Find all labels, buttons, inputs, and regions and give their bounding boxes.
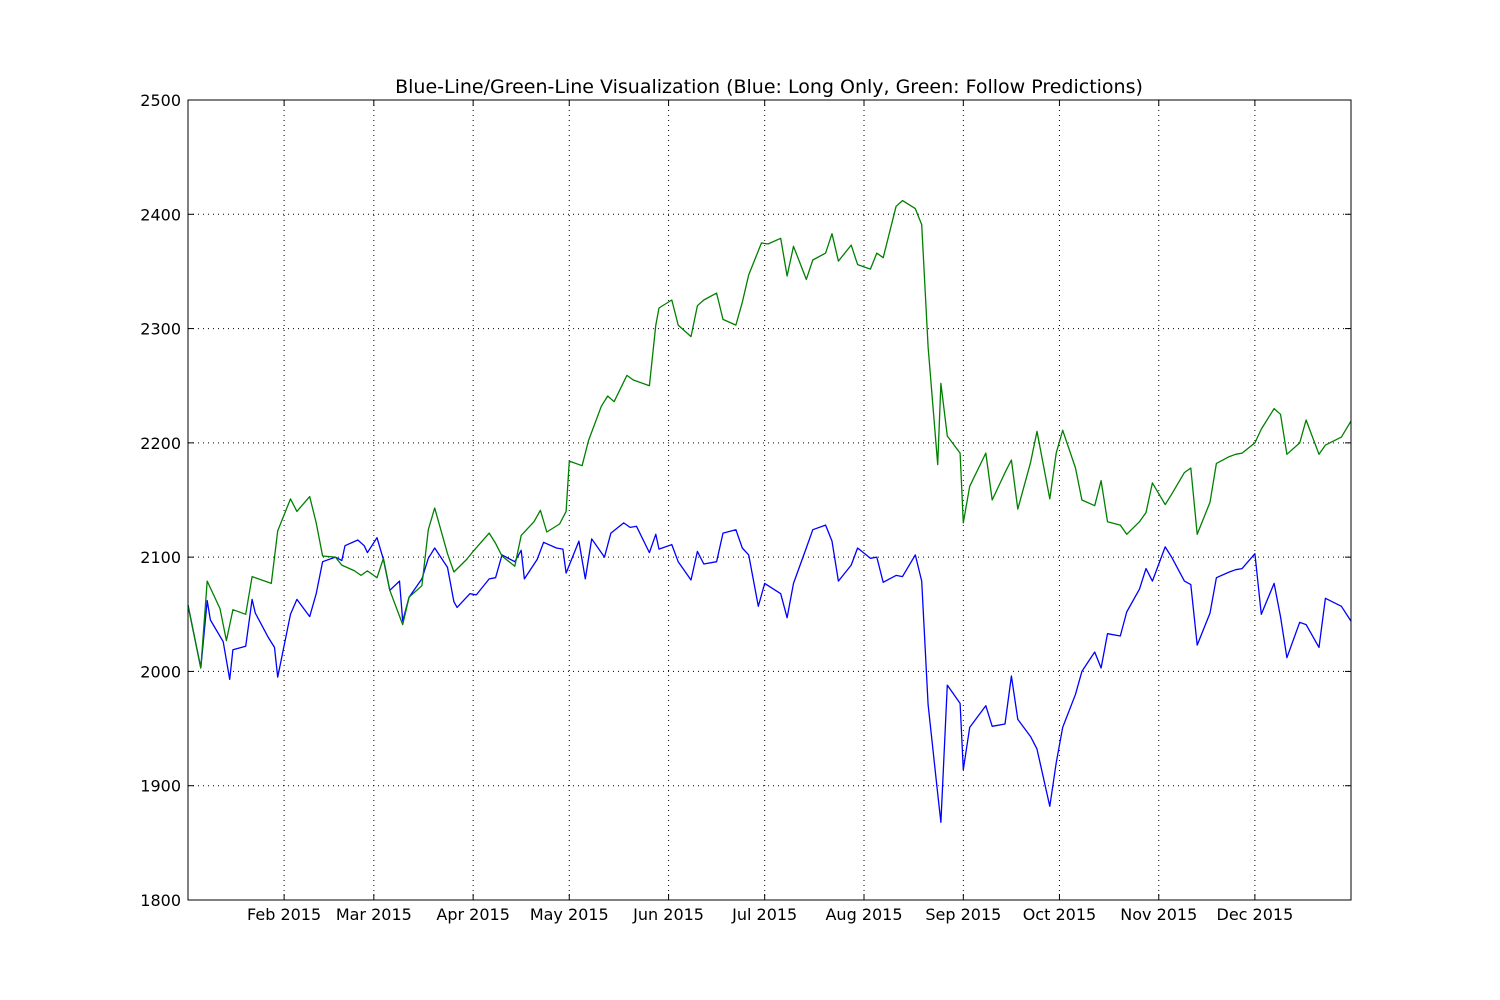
chart-title: Blue-Line/Green-Line Visualization (Blue… <box>395 76 1143 98</box>
y-axis-ticks: 1800 1900 2000 2100 2200 2300 2400 2500 <box>140 91 1351 910</box>
y-tick-label: 2300 <box>140 320 181 339</box>
series-line-0 <box>187 522 1352 823</box>
y-tick-label: 2100 <box>140 548 181 567</box>
x-axis-ticks: Feb 2015 Mar 2015 Apr 2015 May 2015 Jun 2015… <box>247 100 1293 924</box>
x-tick-label: Sep 2015 <box>925 905 1001 924</box>
plot-frame <box>187 99 1352 901</box>
x-tick-label: Jun 2015 <box>632 905 704 924</box>
series-lines <box>187 199 1352 823</box>
x-tick-label: Jul 2015 <box>731 905 797 924</box>
x-tick-label: Oct 2015 <box>1023 905 1096 924</box>
y-tick-label: 2200 <box>140 434 181 453</box>
y-tick-label: 2400 <box>140 205 181 224</box>
y-tick-label: 1800 <box>140 891 181 910</box>
x-tick-label: Mar 2015 <box>336 905 412 924</box>
x-tick-label: Feb 2015 <box>247 905 321 924</box>
x-tick-label: May 2015 <box>530 905 609 924</box>
x-tick-label: Apr 2015 <box>436 905 509 924</box>
y-tick-label: 2000 <box>140 662 181 681</box>
series-line-1 <box>187 199 1352 669</box>
y-tick-label: 1900 <box>140 777 181 796</box>
x-tick-label: Aug 2015 <box>825 905 902 924</box>
grid-lines <box>188 100 1351 900</box>
x-tick-label: Dec 2015 <box>1217 905 1294 924</box>
y-tick-label: 2500 <box>140 91 181 110</box>
x-tick-label: Nov 2015 <box>1120 905 1197 924</box>
